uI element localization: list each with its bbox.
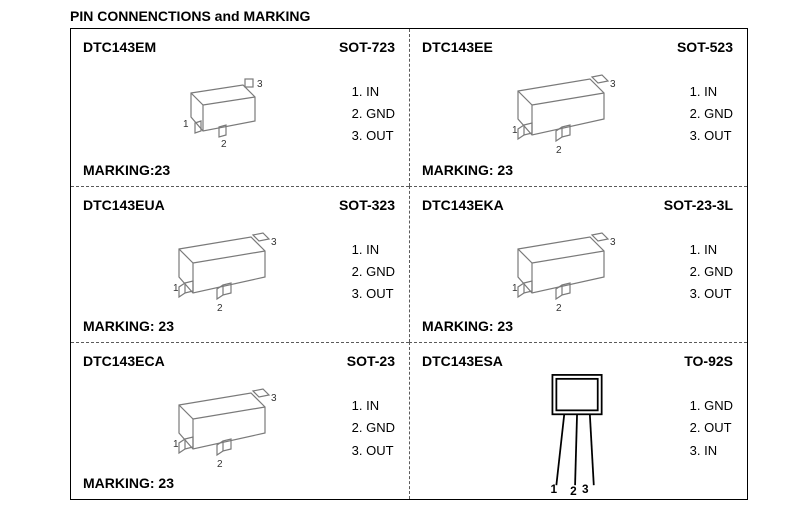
package-diagram-sot723: 1 2 3 xyxy=(151,65,291,165)
svg-text:3: 3 xyxy=(610,79,616,90)
pin-list: 1. GND 2. OUT 3. IN xyxy=(690,395,733,461)
svg-text:2: 2 xyxy=(217,459,223,470)
svg-text:1: 1 xyxy=(173,283,179,294)
package-diagram-sot523: 1 2 3 xyxy=(490,65,630,165)
pin-list: 1. IN 2. GND 3. OUT xyxy=(690,81,733,147)
part-number: DTC143EM xyxy=(83,39,156,55)
cell-dtc143eka: DTC143EKA SOT-23-3L MARKING: 23 1. IN 2.… xyxy=(409,186,747,343)
pin-item: 1. IN xyxy=(690,239,733,261)
cell-dtc143esa: DTC143ESA TO-92S 1. GND 2. OUT 3. IN xyxy=(409,342,747,499)
pin-item: 3. OUT xyxy=(352,125,395,147)
section-title: PIN CONNENCTIONS and MARKING xyxy=(70,8,748,24)
cell-dtc143em: DTC143EM SOT-723 MARKING:23 1. IN 2. GND… xyxy=(71,29,409,186)
pin-item: 1. IN xyxy=(352,81,395,103)
svg-text:1: 1 xyxy=(173,439,179,450)
pin-item: 1. IN xyxy=(352,395,395,417)
cell-dtc143eca: DTC143ECA SOT-23 MARKING: 23 1. IN 2. GN… xyxy=(71,342,409,499)
part-number: DTC143ESA xyxy=(422,353,503,369)
package-diagram-to92s: 1 2 3 xyxy=(520,369,640,497)
package-code: SOT-23-3L xyxy=(664,197,733,213)
package-code: TO-92S xyxy=(684,353,733,369)
cell-dtc143ee: DTC143EE SOT-523 MARKING: 23 1. IN 2. GN… xyxy=(409,29,747,186)
pin-item: 2. GND xyxy=(352,103,395,125)
svg-text:2: 2 xyxy=(217,303,223,314)
pin-item: 2. GND xyxy=(352,417,395,439)
pin-item: 2. GND xyxy=(352,261,395,283)
part-number: DTC143ECA xyxy=(83,353,165,369)
part-number: DTC143EKA xyxy=(422,197,504,213)
svg-text:3: 3 xyxy=(582,482,589,496)
svg-text:3: 3 xyxy=(271,393,277,404)
svg-text:2: 2 xyxy=(556,303,562,314)
svg-text:1: 1 xyxy=(183,119,189,130)
pin-item: 1. IN xyxy=(690,81,733,103)
svg-text:2: 2 xyxy=(221,139,227,150)
pin-item: 2. GND xyxy=(690,261,733,283)
pin-item: 3. OUT xyxy=(690,283,733,305)
svg-text:2: 2 xyxy=(556,145,562,156)
pin-item: 3. IN xyxy=(690,440,733,462)
package-code: SOT-23 xyxy=(347,353,395,369)
part-number: DTC143EUA xyxy=(83,197,165,213)
pin-item: 1. GND xyxy=(690,395,733,417)
pin-item: 3. OUT xyxy=(352,283,395,305)
package-code: SOT-523 xyxy=(677,39,733,55)
package-diagram-sot23-3l: 1 2 3 xyxy=(490,223,630,323)
svg-text:1: 1 xyxy=(550,482,557,496)
svg-text:1: 1 xyxy=(512,125,518,136)
svg-text:3: 3 xyxy=(257,79,263,90)
package-code: SOT-323 xyxy=(339,197,395,213)
svg-text:2: 2 xyxy=(570,484,577,497)
package-code: SOT-723 xyxy=(339,39,395,55)
svg-text:3: 3 xyxy=(610,237,616,248)
package-grid: DTC143EM SOT-723 MARKING:23 1. IN 2. GND… xyxy=(71,29,747,499)
pin-list: 1. IN 2. GND 3. OUT xyxy=(352,239,395,305)
svg-text:1: 1 xyxy=(512,283,518,294)
pin-item: 2. GND xyxy=(690,103,733,125)
svg-text:3: 3 xyxy=(271,237,277,248)
package-diagram-sot23: 1 2 3 xyxy=(151,379,291,479)
pin-list: 1. IN 2. GND 3. OUT xyxy=(690,239,733,305)
pin-item: 3. OUT xyxy=(690,125,733,147)
part-number: DTC143EE xyxy=(422,39,493,55)
pin-item: 3. OUT xyxy=(352,440,395,462)
pin-item: 2. OUT xyxy=(690,417,733,439)
pin-list: 1. IN 2. GND 3. OUT xyxy=(352,81,395,147)
pin-item: 1. IN xyxy=(352,239,395,261)
package-diagram-sot323: 1 2 3 xyxy=(151,223,291,323)
pin-list: 1. IN 2. GND 3. OUT xyxy=(352,395,395,461)
datasheet-page: PIN CONNENCTIONS and MARKING DTC143EM SO… xyxy=(0,0,788,510)
cell-dtc143eua: DTC143EUA SOT-323 MARKING: 23 1. IN 2. G… xyxy=(71,186,409,343)
table-frame: DTC143EM SOT-723 MARKING:23 1. IN 2. GND… xyxy=(70,28,748,500)
